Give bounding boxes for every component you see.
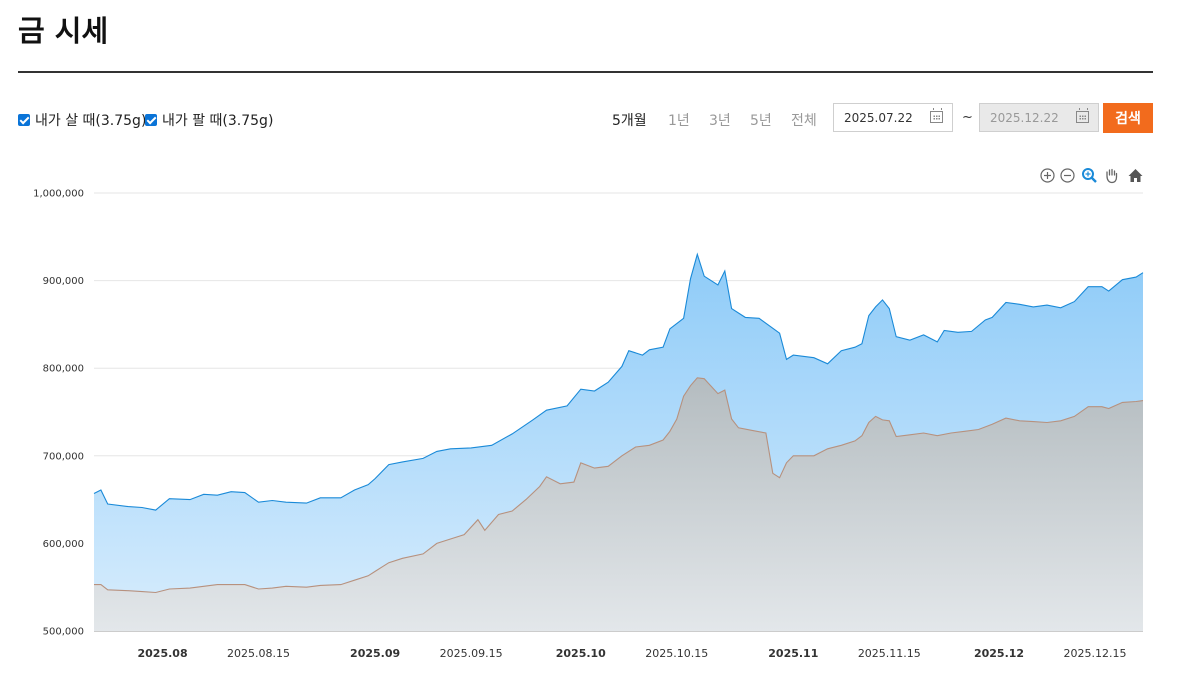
y-tick-label: 500,000 [43,627,84,638]
x-tick-label: 2025.09 [350,647,400,660]
buy-price-line [93,252,1144,511]
sell-option-label: 내가 팔 때(3.75g) [162,113,274,129]
sell-option-checkbox[interactable]: 내가 팔 때(3.75g) [145,110,273,130]
start-date-value: 2025.07.22 [844,110,913,125]
period-5-months[interactable]: 5개월 [612,113,647,129]
y-axis: 500,000 600,000 700,000 800,000 900,000 1,000… [33,189,84,638]
zoom-in-icon[interactable] [1039,167,1056,184]
x-tick-label: 2025.10 [556,647,606,660]
page-title: 금 시세 [18,14,109,48]
period-1-year[interactable]: 1년 [668,113,690,129]
sell-checkbox[interactable] [145,114,157,126]
x-tick-label: 2025.11.15 [858,647,921,660]
date-range-separator: ~ [962,110,973,125]
x-tick-label: 2025.10.15 [645,647,708,660]
sell-price-line [94,377,1144,594]
zoom-out-icon[interactable] [1059,167,1076,184]
sell-price-area [94,377,1143,631]
x-tick-label: 2025.12.15 [1064,647,1127,660]
x-tick-label: 2025.08.15 [227,647,290,660]
buy-checkbox[interactable] [18,114,30,126]
end-date-input: 2025.12.22 [979,103,1099,132]
x-tick-label: 2025.11 [768,647,818,660]
calendar-icon [1076,108,1089,123]
buy-option-checkbox[interactable]: 내가 살 때(3.75g) [18,110,146,130]
y-tick-label: 900,000 [43,276,84,287]
x-tick-label: 2025.12 [974,647,1024,660]
home-icon[interactable] [1127,167,1144,184]
end-date-value: 2025.12.22 [990,110,1059,125]
y-tick-label: 800,000 [43,364,84,375]
search-button[interactable]: 검색 [1103,103,1153,133]
period-5-years[interactable]: 5년 [750,113,772,129]
period-all[interactable]: 전체 [791,113,817,129]
y-tick-label: 600,000 [43,539,84,550]
pan-hand-icon[interactable] [1103,167,1120,184]
y-tick-label: 1,000,000 [33,189,84,200]
period-3-years[interactable]: 3년 [709,113,731,129]
start-date-input[interactable]: 2025.07.22 [833,103,953,132]
gold-price-chart: 500,000 600,000 700,000 800,000 900,000 1,000… [33,189,1144,660]
x-tick-label: 2025.09.15 [440,647,503,660]
buy-option-label: 내가 살 때(3.75g) [35,113,147,129]
title-divider [18,71,1153,73]
magnifier-icon[interactable] [1081,167,1098,184]
x-axis: 2025.08 2025.08.15 2025.09 2025.09.15 2025.1… [138,647,1127,660]
y-tick-label: 700,000 [43,451,84,462]
x-tick-label: 2025.08 [138,647,188,660]
calendar-icon[interactable] [930,108,943,123]
